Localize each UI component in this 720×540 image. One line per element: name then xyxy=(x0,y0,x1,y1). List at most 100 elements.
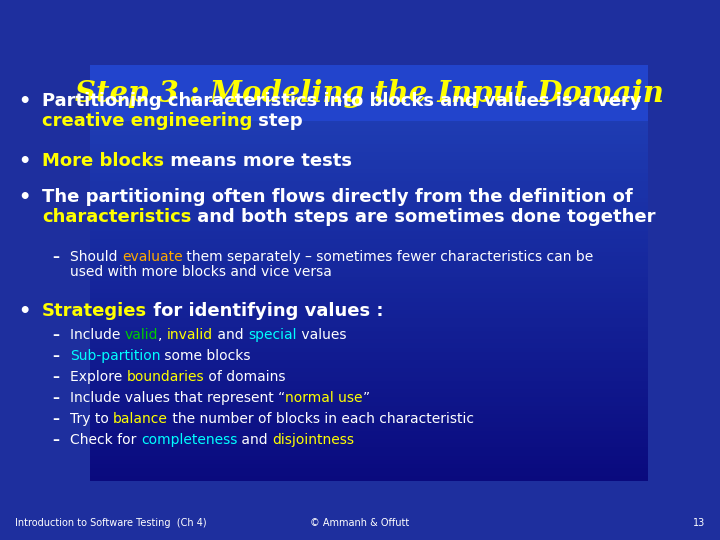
Text: Include values that represent “: Include values that represent “ xyxy=(70,391,285,405)
Bar xyxy=(90,156,648,160)
Bar xyxy=(90,339,648,343)
Text: The partitioning often flows directly from the definition of: The partitioning often flows directly fr… xyxy=(42,188,633,206)
Text: normal use: normal use xyxy=(285,391,363,405)
Text: •: • xyxy=(18,92,30,111)
Bar xyxy=(90,214,648,219)
Text: –: – xyxy=(52,328,59,342)
Bar xyxy=(90,106,648,111)
Text: Introduction to Software Testing  (Ch 4): Introduction to Software Testing (Ch 4) xyxy=(15,518,207,528)
Text: creative engineering: creative engineering xyxy=(42,112,253,130)
Text: and: and xyxy=(213,328,248,342)
Bar xyxy=(90,356,648,360)
Text: Sub-partition: Sub-partition xyxy=(70,349,161,363)
Bar xyxy=(90,190,648,194)
Text: Try to: Try to xyxy=(70,412,113,426)
Text: –: – xyxy=(52,370,59,384)
Bar xyxy=(90,447,648,451)
Text: Partitioning characteristics into blocks and values is a very: Partitioning characteristics into blocks… xyxy=(42,92,642,110)
Text: © Ammanh & Offutt: © Ammanh & Offutt xyxy=(310,518,410,528)
Bar xyxy=(90,389,648,393)
Text: the number of blocks in each characteristic: the number of blocks in each characteris… xyxy=(168,412,474,426)
Text: step: step xyxy=(253,112,303,130)
Bar xyxy=(90,148,648,152)
Bar xyxy=(90,268,648,273)
Bar xyxy=(90,239,648,244)
Bar xyxy=(90,244,648,248)
Bar xyxy=(90,443,648,447)
Text: values: values xyxy=(297,328,346,342)
Bar xyxy=(90,368,648,373)
Bar xyxy=(90,181,648,185)
Bar xyxy=(90,273,648,277)
Bar xyxy=(90,90,648,94)
Bar xyxy=(90,352,648,356)
Bar xyxy=(90,322,648,327)
Bar xyxy=(90,256,648,260)
Bar xyxy=(90,348,648,352)
Bar xyxy=(90,260,648,265)
Text: More blocks: More blocks xyxy=(42,152,164,170)
Text: –: – xyxy=(52,433,59,447)
Text: disjointness: disjointness xyxy=(272,433,354,447)
Text: –: – xyxy=(52,412,59,426)
Bar xyxy=(90,310,648,314)
Bar xyxy=(90,306,648,310)
Bar xyxy=(90,476,648,481)
Bar xyxy=(90,235,648,239)
Bar xyxy=(90,210,648,214)
Bar xyxy=(90,77,648,82)
Bar xyxy=(90,314,648,319)
Bar xyxy=(90,402,648,406)
Bar xyxy=(90,410,648,414)
Bar xyxy=(90,131,648,136)
Bar xyxy=(90,327,648,331)
Bar xyxy=(90,82,648,85)
Bar xyxy=(90,140,648,144)
Bar xyxy=(90,381,648,385)
Bar xyxy=(90,98,648,102)
Bar xyxy=(90,294,648,298)
Bar xyxy=(90,302,648,306)
Text: •: • xyxy=(18,302,30,321)
Text: invalid: invalid xyxy=(167,328,213,342)
Bar xyxy=(90,364,648,368)
Bar xyxy=(90,173,648,177)
Bar xyxy=(90,289,648,294)
Bar xyxy=(90,464,648,468)
Text: of domains: of domains xyxy=(204,370,286,384)
Bar xyxy=(90,377,648,381)
Bar xyxy=(90,223,648,227)
Bar xyxy=(90,418,648,422)
Bar xyxy=(90,111,648,114)
Bar xyxy=(90,406,648,410)
Bar xyxy=(90,360,648,364)
Bar xyxy=(90,202,648,206)
Bar xyxy=(90,277,648,281)
Bar xyxy=(90,185,648,190)
Text: –: – xyxy=(52,349,59,363)
Bar xyxy=(90,285,648,289)
Text: and both steps are sometimes done together: and both steps are sometimes done togeth… xyxy=(192,208,656,226)
Bar xyxy=(90,439,648,443)
Text: –: – xyxy=(52,391,59,405)
Text: Should: Should xyxy=(70,250,122,264)
Text: used with more blocks and vice versa: used with more blocks and vice versa xyxy=(70,266,332,280)
Bar xyxy=(90,85,648,90)
Bar xyxy=(90,69,648,73)
Bar xyxy=(90,73,648,77)
Bar xyxy=(90,373,648,377)
Bar xyxy=(90,144,648,148)
Text: ”: ” xyxy=(363,391,370,405)
Text: Strategies: Strategies xyxy=(42,302,147,320)
FancyBboxPatch shape xyxy=(90,65,648,121)
Bar xyxy=(90,165,648,168)
Bar xyxy=(90,65,648,69)
Bar xyxy=(90,343,648,348)
Bar xyxy=(90,331,648,335)
Text: characteristics: characteristics xyxy=(42,208,192,226)
Text: and: and xyxy=(237,433,272,447)
Bar xyxy=(90,194,648,198)
Bar xyxy=(90,114,648,119)
Bar xyxy=(90,319,648,322)
Bar xyxy=(90,168,648,173)
